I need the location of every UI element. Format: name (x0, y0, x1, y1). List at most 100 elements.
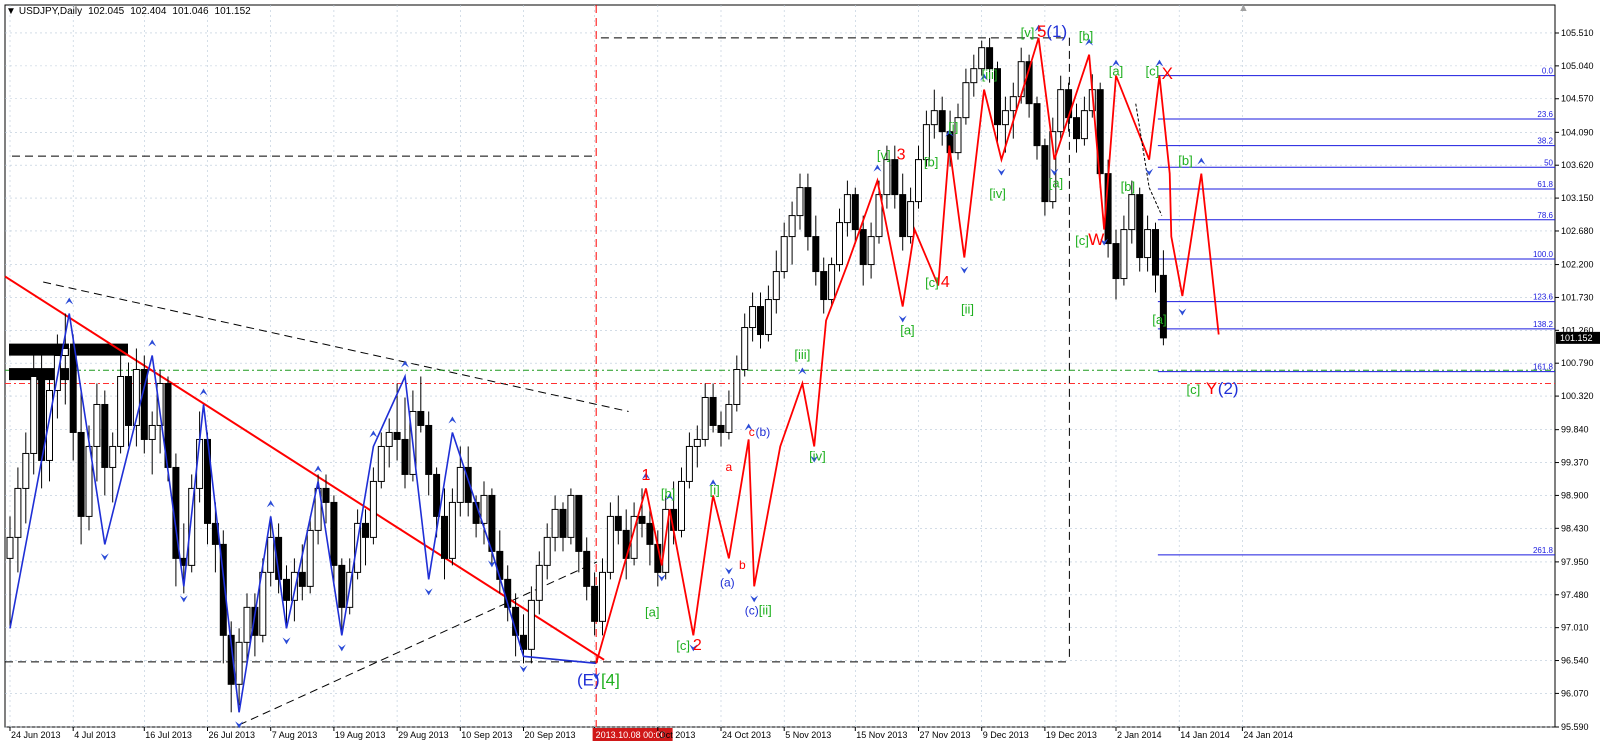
candle[interactable] (369, 467, 377, 545)
candle[interactable] (30, 355, 38, 475)
candle[interactable] (812, 215, 820, 286)
candle[interactable] (1144, 215, 1152, 272)
candle[interactable] (1136, 187, 1144, 272)
candle[interactable] (796, 173, 804, 230)
candle[interactable] (678, 467, 685, 538)
candle[interactable] (733, 355, 741, 412)
candle[interactable] (978, 40, 986, 76)
candle[interactable] (986, 37, 994, 83)
candle[interactable] (259, 558, 267, 643)
candle[interactable] (883, 145, 891, 209)
candle[interactable] (330, 495, 338, 587)
candle[interactable] (725, 390, 733, 440)
candle[interactable] (891, 145, 899, 209)
candle[interactable] (1041, 138, 1049, 216)
candle[interactable] (1152, 222, 1159, 293)
collapse-triangle-icon[interactable]: ▼ (6, 6, 16, 17)
candle[interactable] (22, 432, 30, 524)
candle[interactable] (417, 376, 425, 433)
candle[interactable] (749, 292, 757, 342)
candle[interactable] (915, 145, 922, 209)
candle[interactable] (401, 397, 409, 489)
candle[interactable] (77, 390, 85, 545)
candle[interactable] (591, 572, 599, 636)
candle[interactable] (1073, 103, 1080, 153)
time-axis[interactable]: 24 Jun 2013 4 Jul 2013 16 Jul 2013 26 Jul 2… (9, 727, 1293, 741)
candle[interactable] (599, 558, 606, 636)
candle[interactable] (899, 173, 907, 251)
candle[interactable] (338, 558, 346, 636)
candle[interactable] (1096, 82, 1104, 188)
candle[interactable] (693, 425, 701, 468)
candle[interactable] (788, 201, 796, 265)
candle[interactable] (954, 103, 962, 160)
scroll-up-icon[interactable]: ▲ (1238, 2, 1249, 14)
candle[interactable] (994, 61, 1001, 146)
candle[interactable] (251, 593, 259, 657)
candle[interactable] (1120, 215, 1128, 286)
candle[interactable] (377, 432, 385, 489)
candle[interactable] (188, 474, 196, 573)
candle[interactable] (614, 495, 622, 545)
candle[interactable] (938, 96, 946, 146)
price-axis[interactable]: 105.510 105.040 104.570 104.090 103.620 103.1… (1555, 28, 1600, 732)
candle[interactable] (219, 530, 227, 664)
candle[interactable] (1033, 96, 1041, 160)
candle[interactable] (14, 467, 22, 573)
candle[interactable] (820, 257, 828, 314)
candle[interactable] (543, 523, 551, 580)
candle[interactable] (606, 502, 614, 580)
candle[interactable] (970, 54, 978, 97)
candle[interactable] (235, 628, 243, 706)
candle[interactable] (638, 488, 646, 538)
candle[interactable] (780, 222, 788, 279)
candle[interactable] (804, 173, 812, 251)
candle[interactable] (535, 551, 543, 615)
candle[interactable] (1025, 54, 1033, 118)
candle[interactable] (322, 474, 330, 524)
candle[interactable] (1159, 250, 1167, 346)
candle[interactable] (448, 488, 456, 566)
candle[interactable] (172, 453, 180, 587)
candle[interactable] (140, 355, 148, 454)
candle[interactable] (559, 502, 567, 552)
candle[interactable] (717, 411, 725, 447)
candle[interactable] (859, 215, 867, 286)
candle[interactable] (922, 110, 930, 167)
candle[interactable] (1057, 75, 1065, 139)
candle[interactable] (117, 355, 125, 454)
candle[interactable] (685, 432, 693, 489)
candle[interactable] (132, 348, 140, 447)
candle[interactable] (362, 509, 369, 566)
candle[interactable] (1128, 180, 1136, 244)
candle[interactable] (867, 222, 875, 279)
candle[interactable] (267, 516, 275, 587)
candle[interactable] (930, 89, 938, 139)
candle[interactable] (393, 383, 401, 461)
candle[interactable] (709, 383, 717, 433)
candle[interactable] (701, 383, 709, 447)
candle[interactable] (227, 621, 235, 713)
candle[interactable] (1001, 96, 1009, 153)
candle[interactable] (243, 593, 251, 664)
candle[interactable] (851, 187, 859, 244)
candle[interactable] (1080, 96, 1088, 146)
candle[interactable] (125, 362, 132, 447)
candle[interactable] (1049, 117, 1057, 209)
candle[interactable] (551, 495, 559, 552)
candle[interactable] (6, 516, 14, 629)
candle[interactable] (441, 488, 448, 580)
candle[interactable] (646, 509, 654, 566)
candle[interactable] (583, 537, 591, 601)
candle[interactable] (275, 523, 283, 594)
candle[interactable] (843, 180, 851, 237)
candle[interactable] (828, 257, 836, 307)
candle[interactable] (148, 411, 156, 475)
candle[interactable] (567, 488, 575, 545)
candle[interactable] (836, 208, 843, 272)
candle[interactable] (575, 494, 583, 573)
candle[interactable] (1112, 229, 1120, 300)
candle[interactable] (69, 334, 77, 461)
